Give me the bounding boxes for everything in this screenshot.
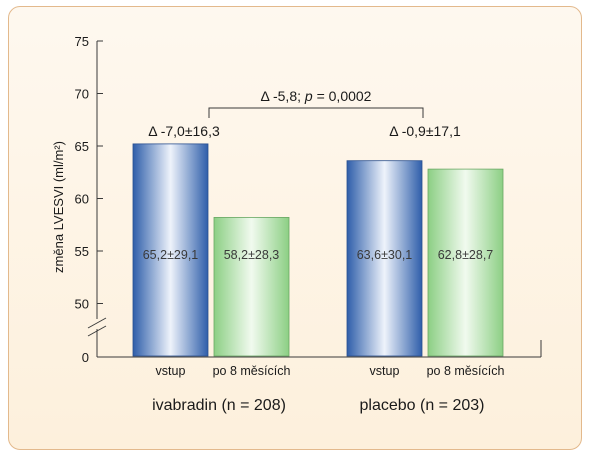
bar-placebo-baseline	[346, 160, 423, 357]
x-category-label: po 8 měsících	[213, 364, 291, 378]
y-tick-label: 50	[75, 297, 89, 312]
bar-ivabradin-baseline	[132, 143, 209, 357]
y-tick-label-zero: 0	[82, 350, 89, 365]
x-category-label: vstup	[370, 364, 400, 378]
bar-ivabradin-after-8-months	[213, 216, 290, 357]
bars: 65,2±29,1 vstup 58,2±28,3 po 8 měsících 63,6…	[132, 143, 505, 378]
comparison-label: Δ -5,8; p = 0,0002	[261, 88, 372, 104]
y-axis-label: změna LVESVI (ml/m²)	[51, 141, 66, 273]
bar-value-label: 62,8±28,7	[438, 248, 494, 262]
y-tick-label: 60	[75, 192, 89, 207]
axis-break-mark-2	[87, 325, 107, 337]
bar-placebo-after-8-months	[427, 168, 504, 357]
y-tick-label: 55	[75, 244, 89, 259]
bar-value-label: 63,6±30,1	[357, 248, 413, 262]
group-label-ivabradin: ivabradin (n = 208)	[152, 397, 286, 414]
delta-label-ivabradin: Δ -7,0±16,3	[148, 123, 220, 139]
axis-break-mark-1	[87, 317, 107, 329]
y-tick-label: 75	[75, 34, 89, 49]
x-category-label: po 8 měsících	[427, 364, 505, 378]
y-ticks: 75 70 65 60 55 50	[75, 34, 103, 312]
bar-value-label: 58,2±28,3	[224, 248, 280, 262]
comparison-bracket	[208, 107, 424, 118]
y-tick-label: 65	[75, 139, 89, 154]
delta-label-placebo: Δ -0,9±17,1	[389, 123, 461, 139]
x-category-label: vstup	[156, 364, 186, 378]
bar-value-label: 65,2±29,1	[143, 248, 199, 262]
y-tick-label: 70	[75, 87, 89, 102]
chart-figure: změna LVESVI (ml/m²) 75 70 65 60 55 50 0 65,2…	[8, 6, 582, 450]
bar-chart: změna LVESVI (ml/m²) 75 70 65 60 55 50 0 65,2…	[51, 34, 542, 414]
group-label-placebo: placebo (n = 203)	[360, 397, 485, 414]
